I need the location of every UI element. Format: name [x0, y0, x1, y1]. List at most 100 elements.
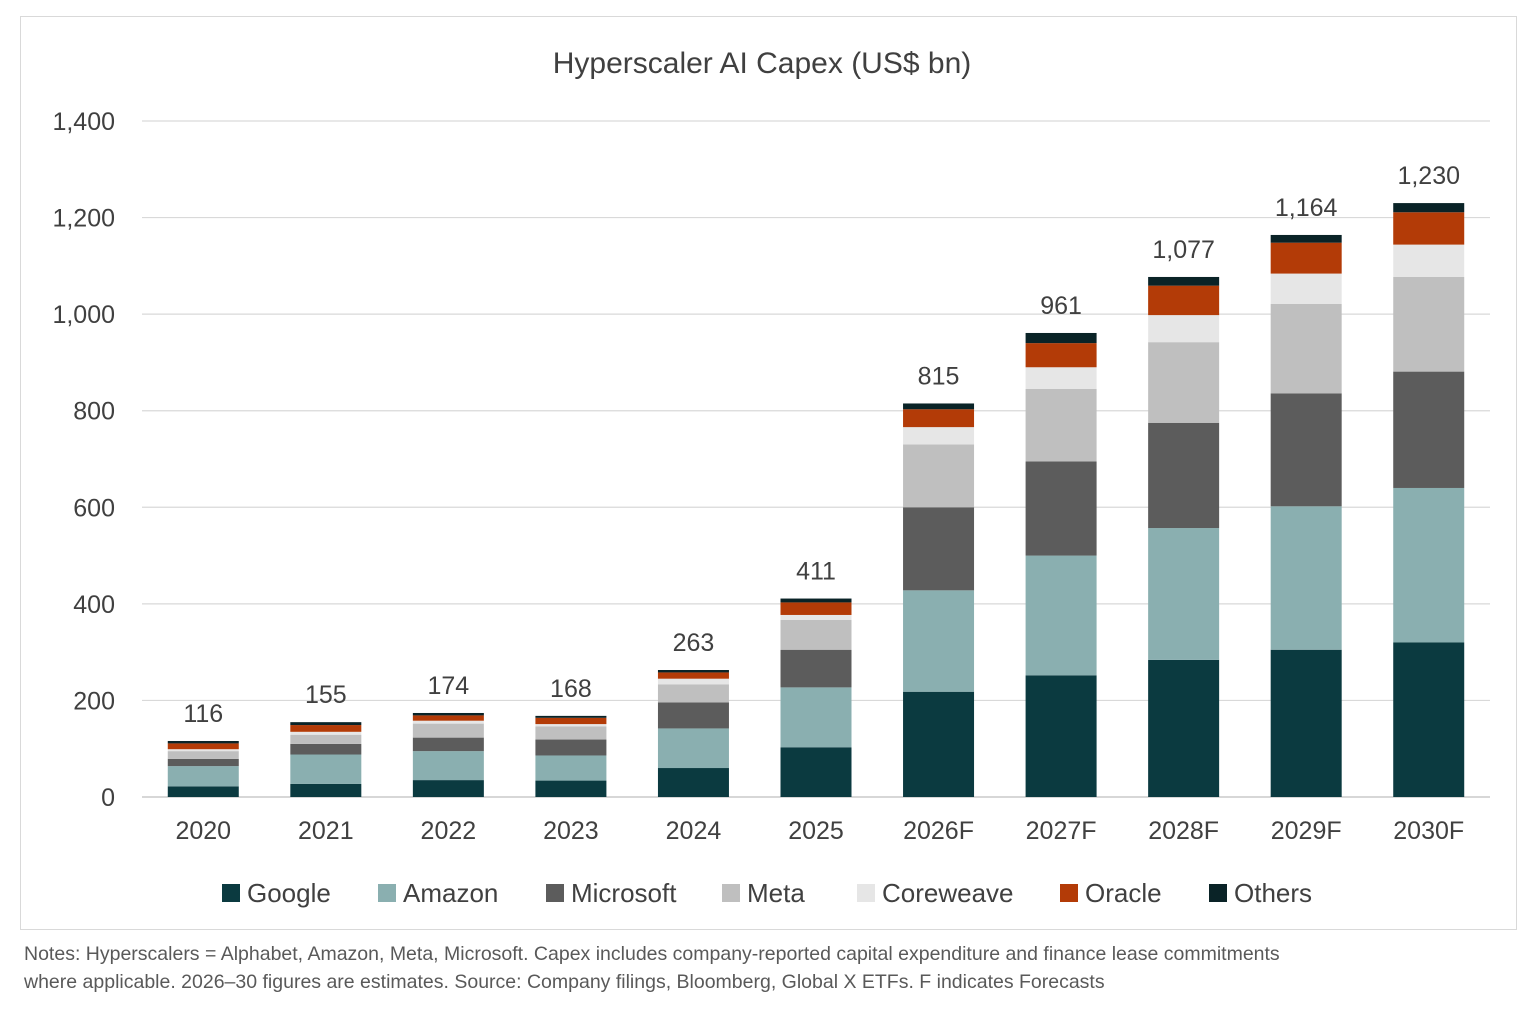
bar-segment-amazon-2028F [1148, 528, 1220, 660]
y-tick-label: 1,400 [52, 108, 115, 136]
bar-segment-amazon-2026F [903, 590, 975, 692]
chart-frame [20, 16, 1517, 930]
bar-stack-2023 [535, 715, 607, 797]
notes-line-1: Notes: Hyperscalers = Alphabet, Amazon, … [24, 943, 1280, 965]
bar-stack-2025 [780, 598, 852, 797]
bar-segment-coreweave-2022 [412, 720, 484, 724]
total-label: 1,164 [1275, 194, 1338, 222]
bar-segment-microsoft-2024 [657, 702, 729, 729]
y-tick-label: 400 [73, 591, 115, 619]
bar-segment-coreweave-2028F [1148, 315, 1220, 343]
bar-segment-amazon-2023 [535, 755, 607, 781]
bar-segment-google-2022 [412, 780, 484, 797]
legend-item-microsoft: Microsoft [546, 878, 677, 908]
bar-segment-meta-2021 [290, 734, 362, 744]
total-labels: 116 155 174 168 263 411 815 961 1,077 1,164 1,230 [183, 162, 1460, 728]
bar-stack-2028F [1148, 276, 1220, 797]
bar-segment-amazon-2027F [1025, 555, 1097, 676]
bar-segment-oracle-2020 [167, 743, 239, 750]
x-tick-label: 2029F [1271, 817, 1342, 845]
bar-segment-google-2028F [1148, 659, 1220, 797]
legend-swatch [1209, 884, 1227, 902]
legend-item-amazon: Amazon [378, 878, 498, 908]
legend-label: Microsoft [571, 878, 677, 908]
bar-segment-meta-2023 [535, 726, 607, 740]
x-tick-label: 2020 [175, 817, 231, 845]
legend-swatch [722, 884, 740, 902]
bar-segment-others-2024 [657, 670, 729, 673]
bar-segment-google-2029F [1270, 649, 1342, 797]
bar-segment-meta-2020 [167, 751, 239, 759]
bar-segment-oracle-2021 [290, 725, 362, 732]
legend-item-others: Others [1209, 878, 1312, 908]
bar-stack-2022 [412, 712, 484, 797]
chart-title: Hyperscaler AI Capex (US$ bn) [553, 47, 972, 80]
x-tick-label: 2021 [298, 817, 354, 845]
bar-segment-google-2024 [657, 768, 729, 797]
bar-segment-oracle-2028F [1148, 285, 1220, 316]
y-tick-label: 1,000 [52, 301, 115, 329]
total-label: 961 [1040, 292, 1082, 320]
bar-segment-others-2022 [412, 712, 484, 716]
x-tick-label: 2022 [421, 817, 477, 845]
bar-segment-meta-2024 [657, 684, 729, 703]
legend-swatch [378, 884, 396, 902]
bar-segment-coreweave-2024 [657, 678, 729, 685]
bar-segment-oracle-2029F [1270, 242, 1342, 274]
bar-segment-amazon-2030F [1393, 487, 1465, 643]
bar-segment-amazon-2029F [1270, 506, 1342, 650]
bar-segment-oracle-2022 [412, 715, 484, 721]
bar-segment-meta-2027F [1025, 388, 1097, 462]
bar-segment-others-2028F [1148, 276, 1220, 286]
bar-segment-amazon-2022 [412, 751, 484, 781]
bar-segment-oracle-2025 [780, 602, 852, 615]
bar-segment-microsoft-2022 [412, 737, 484, 752]
bar-segment-oracle-2026F [903, 409, 975, 428]
bar-segment-google-2030F [1393, 642, 1465, 797]
legend-item-coreweave: Coreweave [857, 878, 1014, 908]
bar-segment-meta-2025 [780, 619, 852, 650]
x-tick-label: 2030F [1393, 817, 1464, 845]
bar-stack-2024 [657, 670, 729, 797]
bar-segment-coreweave-2026F [903, 427, 975, 445]
bar-segment-coreweave-2027F [1025, 367, 1097, 389]
legend-label: Meta [747, 878, 805, 908]
bar-stack-2027F [1025, 332, 1097, 797]
bar-segment-oracle-2030F [1393, 212, 1465, 245]
bar-segment-others-2026F [903, 403, 975, 410]
y-axis-ticks: 0 200 400 600 800 1,000 1,200 1,400 [52, 108, 115, 812]
bar-segment-coreweave-2020 [167, 749, 239, 752]
legend-label: Others [1234, 878, 1312, 908]
legend-swatch [546, 884, 564, 902]
bar-segment-coreweave-2029F [1270, 273, 1342, 305]
bar-segment-microsoft-2028F [1148, 422, 1220, 529]
bar-segment-microsoft-2029F [1270, 393, 1342, 507]
legend-label: Coreweave [882, 878, 1014, 908]
bar-segment-google-2020 [167, 786, 239, 797]
legend-swatch [857, 884, 875, 902]
bar-segment-oracle-2027F [1025, 343, 1097, 368]
gridlines [142, 120, 1490, 798]
y-tick-label: 0 [101, 784, 115, 812]
x-tick-label: 2025 [788, 817, 844, 845]
total-label: 263 [673, 629, 715, 657]
total-label: 1,230 [1397, 162, 1460, 190]
x-tick-label: 2027F [1026, 817, 1097, 845]
total-label: 155 [305, 681, 347, 709]
legend-label: Google [247, 878, 331, 908]
x-axis-ticks: 2020 2021 2022 2023 2024 2025 2026F 2027F 2028F 2… [175, 817, 1464, 845]
bar-segment-coreweave-2030F [1393, 244, 1465, 277]
bar-segment-microsoft-2020 [167, 758, 239, 767]
total-label: 116 [183, 700, 223, 728]
bar-segment-others-2030F [1393, 203, 1465, 213]
bar-segment-microsoft-2021 [290, 743, 362, 755]
bar-segment-amazon-2020 [167, 766, 239, 787]
notes-line-2: where applicable. 2026–30 figures are es… [24, 971, 1105, 993]
bar-segment-coreweave-2025 [780, 614, 852, 620]
legend-label: Oracle [1085, 878, 1162, 908]
bar-segment-others-2029F [1270, 234, 1342, 243]
bar-stack-2026F [903, 403, 975, 797]
bar-segment-coreweave-2023 [535, 724, 607, 727]
bar-stack-2029F [1270, 234, 1342, 797]
